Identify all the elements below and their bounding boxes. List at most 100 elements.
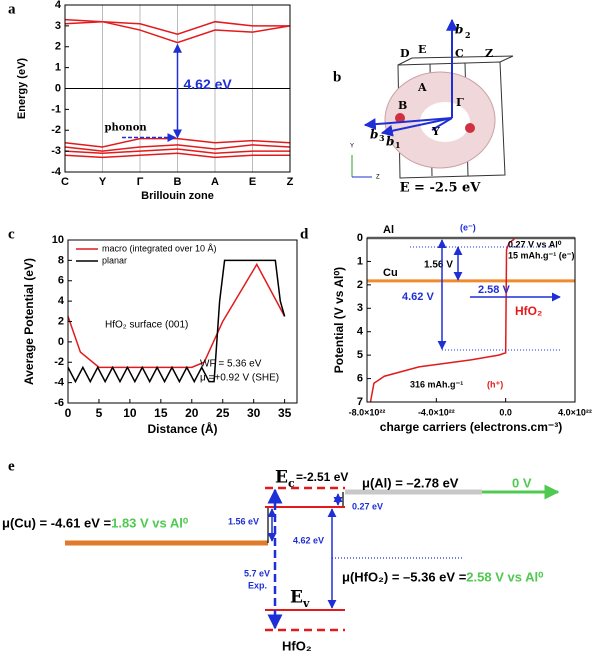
- label: planar: [102, 255, 127, 265]
- label: 4: [55, 0, 62, 11]
- label: -1: [51, 103, 61, 115]
- label: B: [398, 99, 407, 112]
- cell-edge: [397, 57, 413, 66]
- series-line: [64, 18, 290, 36]
- label: Z: [485, 47, 493, 60]
- label: -2: [51, 124, 61, 136]
- label: 6: [58, 275, 64, 287]
- axis-z-label: Z: [376, 175, 380, 181]
- label: μ =+0.92 V (SHE): [200, 373, 279, 384]
- label: 15 mAh.g⁻¹ (e⁻): [508, 250, 575, 260]
- cell-edge: [411, 55, 514, 59]
- label: μ(Cu) = -4.61 eV =: [2, 515, 112, 530]
- label: 6: [357, 372, 363, 384]
- axis-y-label: Y: [350, 144, 354, 150]
- label: 3: [379, 133, 385, 143]
- label: 10: [52, 234, 64, 246]
- label: 0.27 V vs Al⁰: [508, 239, 562, 249]
- label: (e⁻): [460, 222, 476, 232]
- label: a: [8, 1, 16, 17]
- label: 30: [247, 406, 261, 420]
- series-line: [67, 259, 286, 384]
- label: 2: [357, 279, 363, 291]
- label: -2: [54, 356, 64, 368]
- label: HfO₂: [282, 638, 312, 653]
- series-line: [64, 144, 291, 152]
- label: Γ: [137, 176, 144, 188]
- label: 4.0×10²²: [558, 407, 592, 417]
- label: charge carriers (electrons.cm⁻³): [380, 420, 562, 434]
- label: A: [417, 81, 427, 94]
- cell-edge: [499, 55, 514, 63]
- label: 1: [357, 255, 363, 267]
- label: -3: [51, 145, 61, 157]
- label: 2: [58, 315, 64, 327]
- label: -6: [54, 397, 64, 409]
- label: HfO₂: [515, 304, 542, 318]
- isosurface-spot: [395, 113, 405, 123]
- label: Energy (eV): [16, 58, 28, 119]
- label: 20: [185, 406, 199, 420]
- label: 1.56 V: [424, 260, 453, 271]
- label: E: [418, 43, 426, 56]
- label: 4: [357, 326, 364, 338]
- label: E = -2.5 eV: [400, 181, 482, 196]
- label: -4.0×10²²: [418, 407, 455, 417]
- label: 8: [58, 254, 64, 266]
- label: 10: [123, 406, 137, 420]
- label: phonon: [105, 123, 148, 134]
- label: 25: [216, 406, 230, 420]
- series-line: [64, 152, 290, 159]
- label: Brillouin zone: [141, 190, 214, 202]
- label: 0: [55, 82, 61, 94]
- label: μ(HfO₂) = –5.36 eV =: [342, 569, 467, 584]
- label: A: [211, 176, 219, 188]
- label: D: [400, 47, 410, 60]
- label: 0.27 eV: [352, 501, 383, 511]
- label: HfO₂ surface (001): [105, 320, 188, 331]
- label: 0: [65, 406, 72, 420]
- label: 4.62 eV: [184, 76, 233, 92]
- label: 0 V: [512, 475, 532, 490]
- label: 5.7 eV: [244, 568, 270, 578]
- label: e: [8, 458, 15, 474]
- label: 7: [357, 396, 363, 408]
- label: E: [275, 468, 288, 488]
- label: -4: [54, 377, 65, 389]
- label: =-2.51 eV: [296, 470, 348, 484]
- label: C: [455, 47, 464, 60]
- b1-vector: [380, 117, 453, 137]
- isosurface-spot: [465, 123, 475, 133]
- label: Average Potential (eV): [22, 258, 36, 385]
- y-vector: [431, 117, 453, 131]
- label: 3: [357, 302, 363, 314]
- label: d: [300, 226, 309, 242]
- label: Cu: [383, 267, 398, 279]
- label: b: [386, 135, 394, 149]
- label: macro (integrated over 10 Å): [102, 243, 217, 253]
- series-line: [67, 262, 286, 369]
- label: Exp.: [248, 580, 267, 590]
- label: 0.0: [499, 407, 512, 417]
- label: Potential (V vs Al⁰): [332, 267, 346, 373]
- b3-vector: [363, 117, 453, 131]
- label: WF = 5.36 eV: [200, 359, 262, 370]
- label: 1.83 V vs Al⁰: [111, 515, 189, 530]
- label: 0: [58, 336, 64, 348]
- label: μ(Al) = –2.78 eV: [362, 475, 459, 490]
- label: 2: [465, 30, 471, 40]
- label: 3: [55, 20, 61, 32]
- label: Z: [287, 176, 294, 188]
- label: B: [174, 176, 182, 188]
- label: c: [8, 226, 15, 242]
- plot-frame: [366, 237, 576, 403]
- label: Distance (Å): [147, 421, 217, 436]
- label: Γ: [456, 96, 464, 109]
- series-line: [369, 238, 515, 403]
- label: 4: [58, 295, 65, 307]
- label: Y: [431, 125, 440, 138]
- label: 1: [55, 62, 61, 74]
- label: E: [249, 176, 256, 188]
- label: v: [302, 597, 310, 610]
